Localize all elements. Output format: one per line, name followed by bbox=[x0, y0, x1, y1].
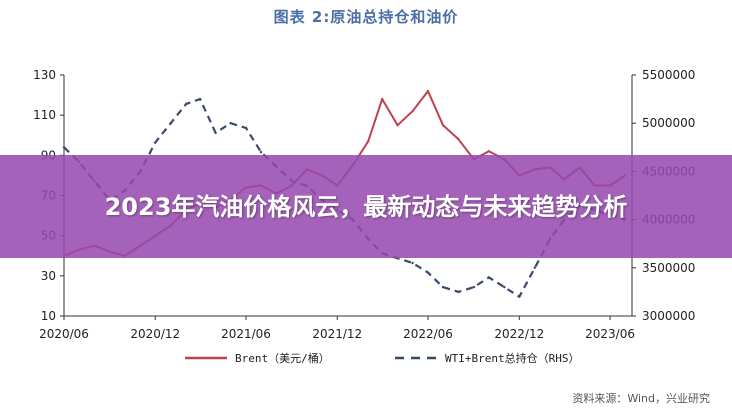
series-0-point bbox=[380, 97, 384, 101]
series-1-point bbox=[244, 126, 248, 130]
y-right-tick-label: 3500000 bbox=[642, 261, 695, 275]
y-left-tick-label: 130 bbox=[33, 68, 56, 82]
series-1-point bbox=[441, 285, 445, 289]
series-0-point bbox=[396, 124, 399, 127]
y-left-tick-label: 10 bbox=[41, 309, 56, 323]
headline-text: 2023年汽油价格风云，最新动态与未来趋势分析 bbox=[104, 192, 628, 221]
x-tick-label: 2021/12 bbox=[312, 327, 362, 341]
series-0-point bbox=[487, 150, 491, 153]
legend-label-0: Brent（美元/桶） bbox=[235, 351, 330, 365]
series-0-point bbox=[426, 89, 430, 93]
series-1-point bbox=[411, 261, 414, 265]
x-tick-label: 2023/06 bbox=[585, 327, 635, 341]
chart-title: 图表 2:原油总持仓和油价 bbox=[273, 8, 459, 26]
series-1-point bbox=[169, 122, 172, 125]
x-tick-label: 2022/12 bbox=[494, 327, 544, 341]
series-1-point bbox=[457, 290, 460, 294]
series-1-point bbox=[198, 97, 202, 101]
source-note: 资料来源：Wind，兴业研究 bbox=[572, 392, 710, 405]
series-0-point bbox=[366, 140, 370, 143]
y-left-tick-label: 110 bbox=[33, 108, 56, 122]
y-right-tick-label: 5500000 bbox=[642, 68, 695, 82]
series-1-point bbox=[214, 131, 217, 135]
y-left-tick-label: 30 bbox=[41, 269, 56, 283]
y-right-tick-label: 3000000 bbox=[642, 309, 695, 323]
series-1-point bbox=[472, 285, 476, 289]
series-1-point bbox=[426, 271, 430, 274]
series-1-point bbox=[229, 122, 232, 125]
series-1-point bbox=[62, 146, 66, 149]
legend-label-1: WTI+Brent总持仓（RHS） bbox=[445, 351, 579, 365]
x-tick-label: 2021/06 bbox=[221, 327, 271, 341]
series-1-point bbox=[533, 266, 536, 269]
series-0-point bbox=[411, 109, 414, 113]
series-1-point bbox=[154, 141, 157, 144]
series-1-point bbox=[259, 150, 263, 154]
headline-banner: 2023年汽油价格风云，最新动态与未来趋势分析 bbox=[0, 155, 732, 258]
series-1-point bbox=[487, 276, 491, 279]
series-0-point bbox=[441, 124, 445, 127]
series-1-point bbox=[518, 295, 521, 298]
y-right-tick-label: 5000000 bbox=[642, 116, 695, 130]
x-tick-label: 2020/12 bbox=[130, 327, 180, 341]
series-1-point bbox=[184, 102, 188, 106]
x-tick-label: 2020/06 bbox=[39, 327, 89, 341]
x-tick-label: 2022/06 bbox=[403, 327, 453, 341]
series-0-point bbox=[457, 138, 460, 141]
series-1-point bbox=[503, 285, 506, 289]
